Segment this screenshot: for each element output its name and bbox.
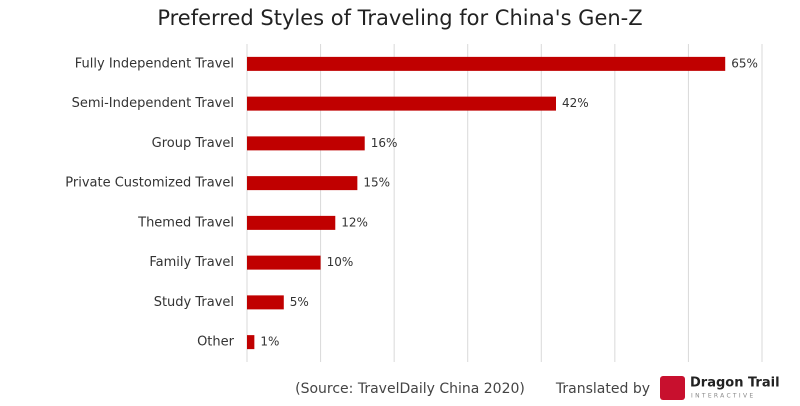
category-label: Fully Independent Travel [75, 56, 234, 71]
bar [247, 295, 284, 310]
category-label: Semi-Independent Travel [72, 96, 234, 111]
logo-icon [660, 376, 685, 400]
value-label: 12% [341, 215, 368, 229]
category-label: Group Travel [152, 136, 234, 151]
bar [247, 335, 255, 350]
credit-note: Translated by [555, 381, 650, 397]
bar [247, 56, 726, 71]
value-label: 42% [562, 96, 589, 110]
chart-title: Preferred Styles of Traveling for China'… [157, 6, 642, 30]
category-label: Study Travel [154, 295, 234, 310]
value-label: 16% [371, 136, 398, 150]
value-label: 10% [327, 255, 354, 269]
source-note: (Source: TravelDaily China 2020) [295, 381, 525, 397]
bar [247, 176, 358, 191]
category-label: Family Travel [149, 255, 234, 270]
logo-text: Dragon Trail [690, 376, 780, 391]
bar [247, 96, 556, 111]
bar [247, 215, 336, 230]
bar [247, 255, 321, 270]
value-label: 5% [290, 295, 309, 309]
category-label: Private Customized Travel [65, 176, 234, 191]
value-label: 65% [731, 56, 758, 70]
value-label: 1% [260, 335, 279, 349]
value-label: 15% [363, 176, 390, 190]
logo-subtext: INTERACTIVE [691, 393, 755, 400]
bar [247, 136, 365, 151]
category-label: Other [197, 335, 235, 350]
category-label: Themed Travel [137, 215, 234, 230]
